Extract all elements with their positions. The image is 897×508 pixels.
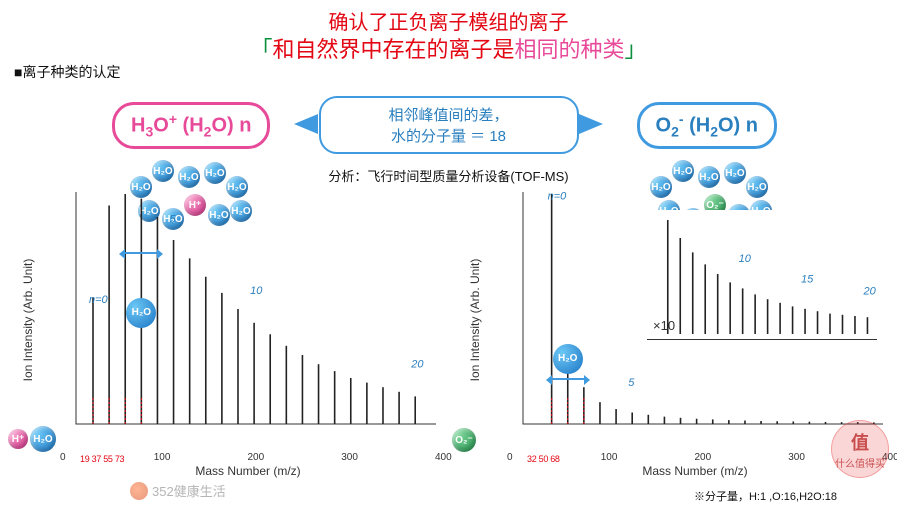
callout-arrow-right-icon bbox=[579, 114, 603, 134]
mass-diff-arrow bbox=[125, 252, 157, 262]
h2o-icon: H₂O bbox=[724, 162, 746, 184]
svg-text:n=0: n=0 bbox=[89, 294, 109, 306]
analysis-note: 分析：飞行时间型质量分析设备(TOF-MS) bbox=[328, 166, 568, 185]
h2o-icon: H₂O bbox=[698, 166, 720, 188]
formula-pill-positive: H3O+ (H2O) n bbox=[112, 102, 270, 149]
mass-spectrum-right: Ion Intensity (Arb. Unit) n=05 101520 ×1… bbox=[505, 190, 885, 450]
formula-pill-negative: O2- (H2O) n bbox=[637, 102, 778, 149]
svg-text:20: 20 bbox=[862, 285, 876, 297]
h2o-diff-icon: H₂O bbox=[553, 344, 583, 374]
svg-text:15: 15 bbox=[801, 273, 814, 285]
h2o-icon: H₂O bbox=[672, 160, 694, 182]
h2o-icon: H₂O bbox=[204, 162, 226, 184]
origin-ion-left: H⁺ H₂O bbox=[8, 426, 56, 452]
inset-right: 10 15 20 ×10 bbox=[647, 210, 877, 340]
h2o-icon: H₂O bbox=[178, 166, 200, 188]
y-axis-label: Ion Intensity (Arb. Unit) bbox=[21, 259, 35, 382]
callout-line-2: 水的分子量 ＝ 18 bbox=[325, 125, 573, 146]
x-ticks-right: 0100200300400 bbox=[505, 452, 885, 464]
h-plus-icon: H⁺ bbox=[8, 429, 28, 449]
weibo-watermark: 352健康生活 bbox=[130, 481, 226, 500]
y-axis-label: Ion Intensity (Arb. Unit) bbox=[468, 259, 482, 382]
title-line-2: 「和自然界中存在的离子是相同的种类」 bbox=[0, 32, 897, 64]
svg-text:20: 20 bbox=[410, 358, 424, 370]
weibo-eye-icon bbox=[130, 482, 148, 500]
inset-multiplier: ×10 bbox=[653, 318, 675, 333]
mass-diff-arrow bbox=[552, 378, 584, 388]
mass-spectrum-left: Ion Intensity (Arb. Unit) n=051020 01002… bbox=[58, 190, 438, 450]
callout-arrow-left-icon bbox=[294, 114, 318, 134]
h2o-icon: H₂O bbox=[30, 426, 56, 452]
callout-line-1: 相邻峰值间的差， bbox=[325, 104, 573, 125]
svg-text:5: 5 bbox=[170, 214, 177, 226]
svg-text:n=0: n=0 bbox=[548, 191, 568, 203]
spectrum-svg-inset: 10 15 20 bbox=[647, 210, 877, 340]
title-line-1: 确认了正负离子模组的离子 bbox=[0, 6, 897, 35]
h2o-icon: H₂O bbox=[152, 160, 174, 182]
svg-text:5: 5 bbox=[628, 377, 635, 389]
svg-text:10: 10 bbox=[739, 253, 752, 265]
o2-minus-icon: O₂⁻ bbox=[452, 428, 476, 452]
x-axis-label: Mass Number (m/z) bbox=[58, 464, 438, 478]
section-label: ■离子种类的认定 bbox=[14, 62, 120, 82]
red-mass-ticks-right: 32 50 68 bbox=[527, 454, 560, 464]
svg-text:10: 10 bbox=[250, 285, 263, 297]
smzdm-badge: 值 什么值得买 bbox=[831, 420, 889, 478]
center-callout: 相邻峰值间的差， 水的分子量 ＝ 18 bbox=[319, 96, 579, 154]
h2o-diff-icon: H₂O bbox=[126, 298, 156, 328]
origin-ion-right: O₂⁻ bbox=[452, 428, 476, 452]
red-mass-ticks-left: 19 37 55 73 bbox=[80, 454, 124, 464]
spectrum-svg-left: n=0 5 10 20 bbox=[58, 190, 438, 430]
x-axis-label: Mass Number (m/z) bbox=[505, 464, 885, 478]
molecular-weight-note: ※分子量，H:1 ,O:16,H2O:18 bbox=[694, 488, 837, 504]
